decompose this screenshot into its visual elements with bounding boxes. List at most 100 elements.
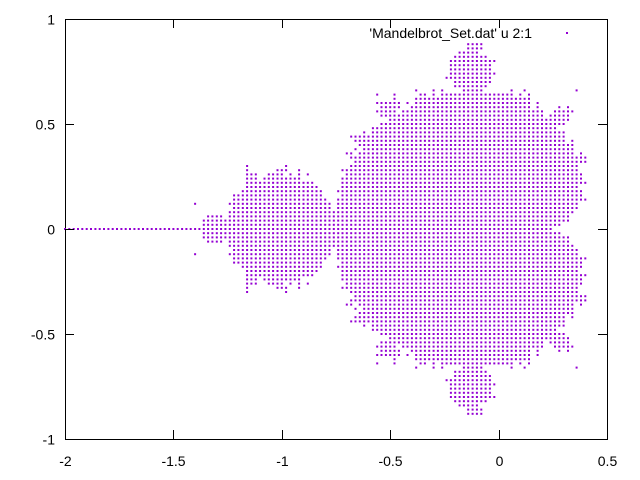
data-point	[467, 370, 470, 373]
data-point	[454, 198, 457, 201]
data-point	[471, 81, 474, 83]
data-point	[554, 114, 556, 117]
data-point	[501, 333, 504, 335]
data-point	[471, 312, 474, 314]
data-point	[488, 181, 491, 184]
data-point	[449, 148, 452, 151]
data-point	[454, 173, 457, 176]
data-point	[467, 169, 470, 172]
data-point	[367, 148, 370, 151]
data-point	[311, 181, 314, 184]
data-point	[289, 274, 292, 277]
data-point	[510, 223, 513, 226]
data-point	[341, 253, 344, 256]
data-point	[510, 110, 513, 113]
data-point	[380, 139, 383, 142]
data-point	[332, 236, 335, 239]
data-point	[475, 244, 478, 247]
data-point	[402, 228, 405, 230]
data-point	[484, 198, 487, 201]
data-point	[519, 211, 522, 214]
data-point	[575, 261, 578, 264]
data-point	[441, 186, 444, 188]
data-point	[506, 139, 509, 142]
data-point	[384, 211, 387, 214]
data-point	[376, 324, 379, 327]
data-point	[428, 253, 431, 256]
data-point	[467, 47, 470, 50]
data-point	[532, 152, 535, 155]
data-point	[423, 207, 426, 209]
data-point	[376, 211, 379, 214]
data-point	[233, 219, 236, 222]
data-point	[488, 320, 491, 323]
data-point	[528, 207, 530, 209]
data-point	[172, 228, 175, 230]
data-point	[501, 253, 504, 256]
data-point	[541, 345, 543, 348]
data-point	[389, 299, 392, 302]
data-point	[488, 152, 491, 155]
data-point	[380, 102, 383, 104]
data-point	[436, 232, 439, 235]
data-point	[280, 219, 283, 222]
data-point	[311, 249, 314, 251]
data-point	[445, 144, 448, 146]
y-tick-label: -0.5	[31, 327, 55, 343]
data-point	[523, 194, 526, 197]
data-point	[133, 228, 136, 230]
data-point	[354, 270, 357, 272]
data-point	[393, 102, 396, 104]
data-point	[402, 303, 405, 306]
data-point	[419, 160, 422, 163]
data-point	[415, 244, 418, 247]
data-point	[432, 333, 435, 335]
data-point	[393, 320, 396, 323]
data-point	[497, 257, 500, 260]
data-point	[263, 177, 266, 180]
data-point	[267, 253, 270, 256]
data-point	[449, 232, 452, 235]
data-point	[549, 286, 552, 289]
data-point	[510, 274, 513, 277]
data-point	[445, 215, 448, 218]
data-point	[393, 118, 396, 121]
data-point	[523, 295, 526, 298]
data-point	[454, 202, 457, 205]
data-point	[488, 362, 491, 365]
data-point	[380, 265, 383, 268]
data-point	[501, 160, 504, 163]
data-point	[475, 291, 478, 293]
data-point	[541, 223, 543, 226]
data-point	[545, 173, 548, 176]
data-point	[510, 282, 513, 285]
data-point	[358, 320, 361, 323]
data-point	[436, 257, 439, 260]
data-point	[441, 173, 444, 176]
data-point	[367, 307, 370, 310]
data-point	[480, 152, 483, 155]
data-point	[276, 244, 279, 247]
data-point	[506, 249, 509, 251]
data-point	[441, 160, 444, 163]
data-point	[415, 320, 418, 323]
data-point	[449, 102, 452, 104]
data-point	[380, 215, 383, 218]
data-point	[467, 236, 470, 239]
data-point	[402, 177, 405, 180]
data-point	[471, 169, 474, 172]
data-point	[406, 139, 409, 142]
data-point	[376, 215, 379, 218]
data-point	[341, 244, 344, 247]
data-point	[562, 236, 565, 239]
data-point	[289, 282, 292, 285]
data-point	[510, 240, 513, 243]
data-point	[501, 286, 504, 289]
data-point	[484, 261, 487, 264]
data-point	[415, 312, 418, 314]
data-point	[475, 265, 478, 268]
data-point	[510, 299, 513, 302]
data-point	[298, 194, 301, 197]
data-point	[276, 181, 279, 184]
data-point	[419, 312, 422, 314]
